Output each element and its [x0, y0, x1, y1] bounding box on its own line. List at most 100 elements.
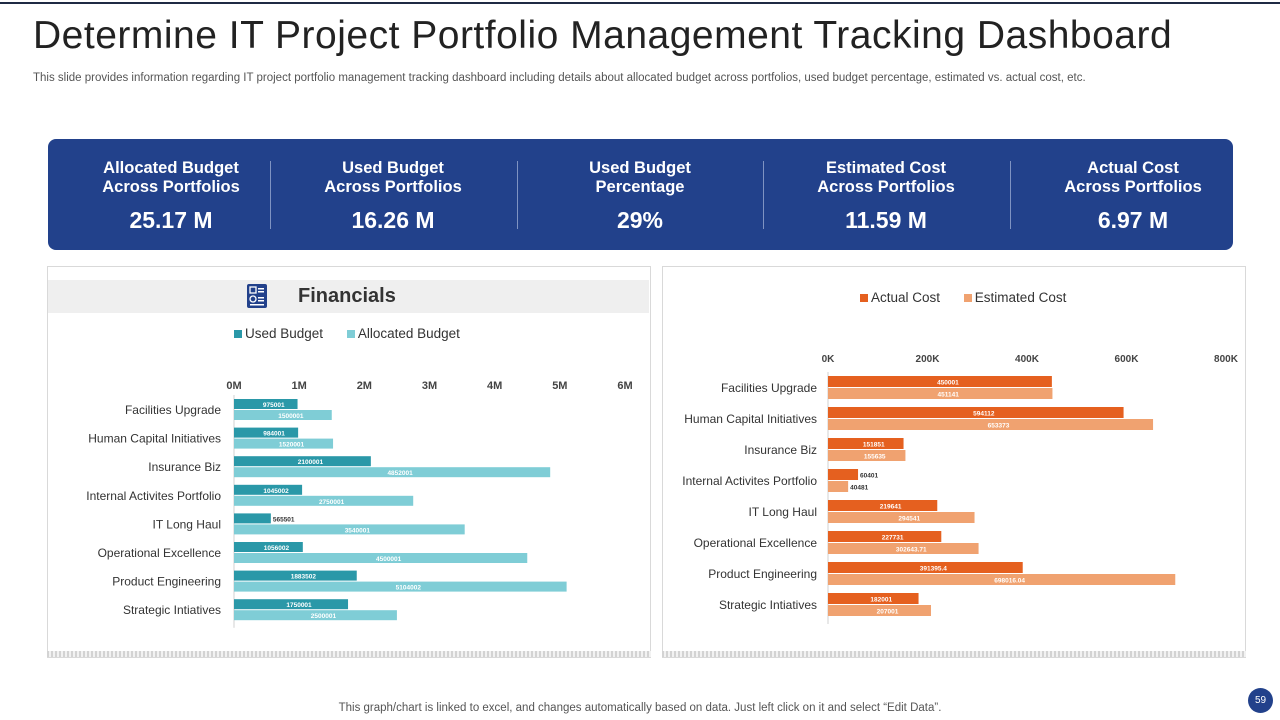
top-border-line — [0, 2, 1280, 4]
category-label: Strategic Intiatives — [123, 603, 221, 617]
bar-value-label: 451141 — [938, 392, 960, 399]
bar-value-label: 391395.4 — [920, 566, 947, 573]
bar-value-label: 4852001 — [387, 470, 413, 477]
kpi-value: 16.26 M — [351, 207, 435, 233]
bar-allocated-budget — [234, 524, 465, 535]
bar-allocated-budget — [234, 495, 414, 506]
x-tick-label: 600K — [1115, 354, 1140, 365]
bar-value-label: 219641 — [880, 504, 902, 511]
kpi-divider — [517, 161, 518, 229]
bar-value-label: 975001 — [263, 402, 285, 409]
bar-used-budget — [234, 484, 303, 495]
category-label: Strategic Intiatives — [719, 598, 817, 612]
kpi-actual-cost: Actual Cost Across Portfolios 6.97 M — [1010, 139, 1256, 250]
chart1-legend: Used Budget Allocated Budget — [234, 326, 460, 341]
bar-used-budget — [234, 542, 303, 552]
financials-header — [48, 280, 649, 313]
bar-used-budget — [234, 399, 298, 409]
bar-estimated-cost — [828, 605, 931, 616]
bar-value-label: 2100001 — [298, 459, 324, 466]
bar-allocated-budget — [234, 467, 551, 478]
bar-estimated-cost — [828, 481, 849, 492]
kpi-divider — [763, 161, 764, 229]
legend-label-estimated-cost: Estimated Cost — [974, 290, 1067, 305]
panel-footer-strip — [47, 651, 651, 657]
x-tick-label: 400K — [1015, 354, 1040, 365]
bar-used-budget — [234, 513, 271, 524]
x-tick-label: 2M — [357, 380, 372, 392]
bar-value-label: 60401 — [860, 473, 878, 480]
page-number-badge: 59 — [1248, 688, 1273, 713]
category-label: Internal Activites Portfolio — [682, 474, 817, 488]
bar-estimated-cost — [828, 419, 1154, 430]
bar-value-label: 294541 — [898, 516, 920, 523]
category-label: IT Long Haul — [749, 505, 818, 519]
kpi-value: 6.97 M — [1097, 207, 1169, 233]
x-tick-label: 4M — [487, 380, 502, 392]
bar-actual-cost — [828, 407, 1124, 418]
bar-allocated-budget — [234, 581, 567, 592]
bar-value-label: 2750001 — [319, 499, 345, 506]
cost-panel — [662, 266, 1246, 658]
category-label: Human Capital Initiatives — [684, 412, 817, 426]
kpi-estimated-cost: Estimated Cost Across Portfolios 11.59 M — [763, 139, 1009, 250]
bar-allocated-budget — [234, 410, 332, 420]
legend-swatch-actual-cost — [860, 294, 868, 302]
bar-estimated-cost — [828, 512, 975, 523]
bar-estimated-cost — [828, 574, 1176, 585]
bar-value-label: 1883502 — [291, 574, 317, 581]
bar-value-label: 3540001 — [345, 527, 371, 534]
legend-label-used-budget: Used Budget — [245, 326, 324, 341]
bar-actual-cost — [828, 531, 942, 542]
x-tick-label: 3M — [422, 380, 437, 392]
x-tick-label: 5M — [552, 380, 567, 392]
bar-value-label: 594112 — [973, 411, 995, 418]
budget-bar-chart: 0M 1M 2M 3M 4M 5M 6M Facilities Upgrade 975001 15… — [86, 380, 633, 628]
page-title: Determine IT Project Portfolio Managemen… — [33, 14, 1173, 57]
bar-actual-cost — [828, 562, 1023, 573]
cost-bar-chart: 0K 200K 400K 600K 800K Facilities Upgrade 4500… — [682, 354, 1239, 624]
kpi-value: 11.59 M — [845, 207, 927, 233]
bar-value-label: 1045002 — [263, 488, 289, 495]
bar-actual-cost — [828, 500, 938, 511]
x-tick-label: 200K — [916, 354, 941, 365]
category-label: IT Long Haul — [153, 517, 222, 531]
bar-allocated-budget — [234, 438, 334, 449]
kpi-label: Used Budget Percentage — [589, 159, 691, 196]
bar-used-budget — [234, 427, 299, 438]
panel-footer-strip — [662, 651, 1246, 657]
category-label: Operational Excellence — [694, 536, 818, 550]
kpi-label: Estimated Cost Across Portfolios — [817, 159, 955, 196]
bar-value-label: 40481 — [850, 485, 868, 492]
bar-value-label: 698016.04 — [994, 578, 1025, 585]
bar-actual-cost — [828, 376, 1052, 387]
kpi-banner: Allocated Budget Across Portfolios 25.17 … — [48, 139, 1233, 250]
category-label: Insurance Biz — [744, 443, 817, 457]
bar-value-label: 653373 — [988, 423, 1010, 430]
financial-document-icon — [247, 284, 267, 308]
kpi-divider — [1010, 161, 1011, 229]
bar-value-label: 1056002 — [264, 545, 290, 552]
footer-note: This graph/chart is linked to excel, and… — [338, 702, 942, 714]
bar-value-label: 984001 — [263, 431, 285, 438]
bar-value-label: 2500001 — [311, 613, 337, 620]
bar-value-label: 450001 — [937, 380, 959, 387]
bar-used-budget — [234, 570, 357, 581]
x-tick-label: 0K — [822, 354, 836, 365]
chart2-legend: Actual Cost Estimated Cost — [860, 290, 1066, 305]
category-label: Human Capital Initiatives — [88, 432, 221, 446]
kpi-label: Allocated Budget Across Portfolios — [102, 159, 240, 196]
bar-value-label: 1750001 — [286, 602, 312, 609]
category-label: Product Engineering — [708, 567, 817, 581]
bar-actual-cost — [828, 469, 859, 480]
page-subtitle: This slide provides information regardin… — [33, 72, 1086, 84]
bar-value-label: 155635 — [864, 454, 886, 461]
category-label: Facilities Upgrade — [125, 403, 221, 417]
bar-value-label: 5104002 — [396, 585, 422, 592]
x-tick-label: 1M — [292, 380, 307, 392]
legend-label-allocated-budget: Allocated Budget — [357, 326, 460, 341]
bar-used-budget — [234, 456, 371, 467]
bar-allocated-budget — [234, 610, 397, 621]
legend-swatch-estimated-cost — [963, 294, 972, 302]
bar-used-budget — [234, 599, 349, 610]
